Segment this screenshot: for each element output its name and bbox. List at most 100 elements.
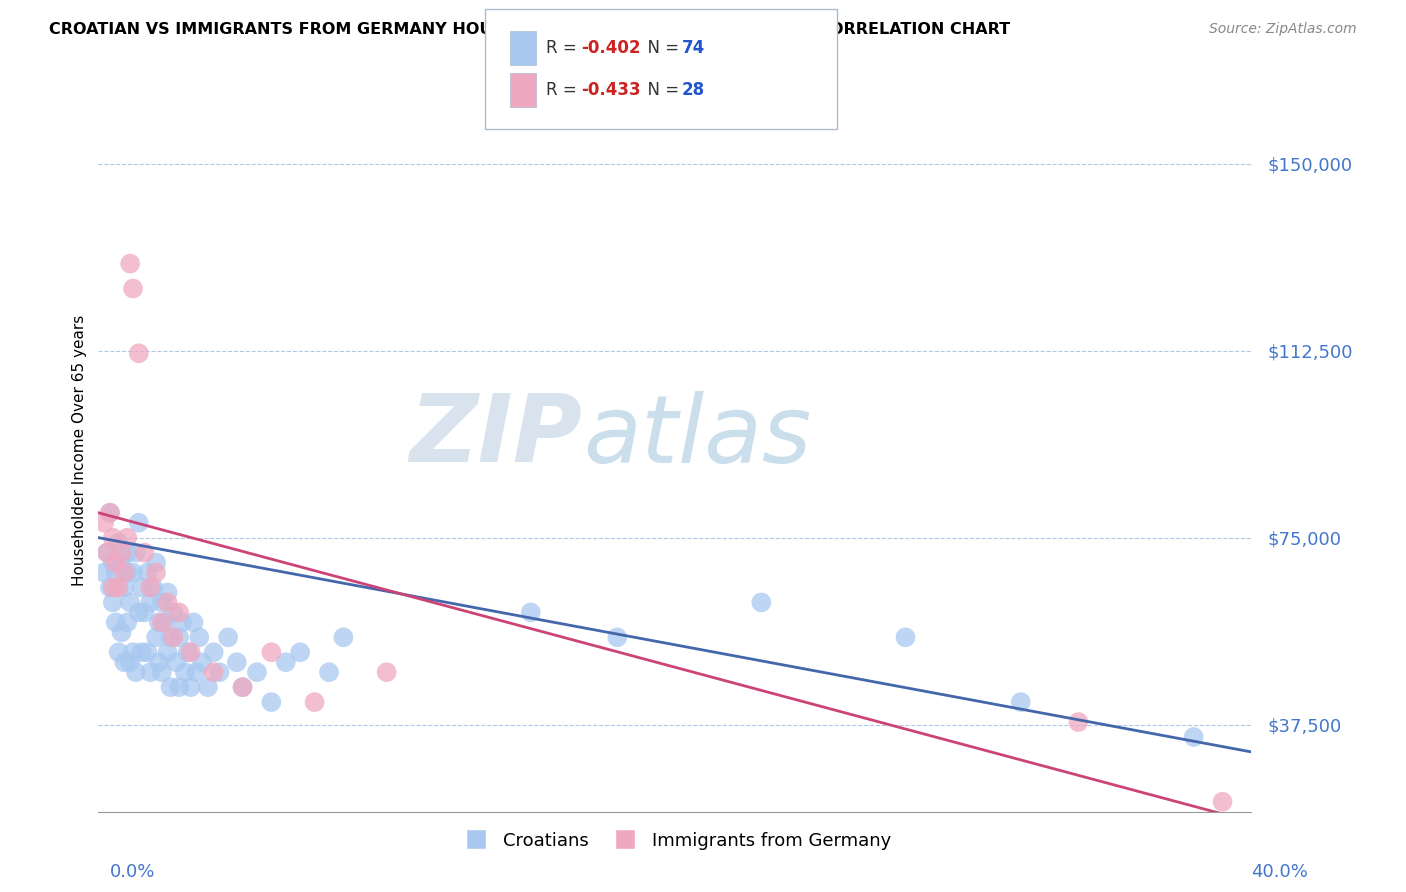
Point: [117, 531, 139, 545]
Point: [162, 606, 184, 620]
Point: [145, 566, 167, 580]
Point: [120, 257, 142, 271]
Point: [318, 665, 340, 680]
Point: [107, 535, 129, 549]
Point: [1010, 695, 1032, 709]
Point: [131, 581, 153, 595]
Point: [197, 680, 219, 694]
Point: [104, 566, 127, 580]
Point: [145, 556, 167, 570]
Point: [98, 581, 121, 595]
Point: [148, 615, 170, 630]
Text: ZIP: ZIP: [409, 390, 582, 482]
Text: 28: 28: [682, 81, 704, 99]
Text: R =: R =: [546, 39, 582, 57]
Point: [167, 680, 190, 694]
Point: [894, 630, 917, 644]
Point: [98, 506, 121, 520]
Point: [107, 581, 129, 595]
Point: [101, 581, 124, 595]
Text: N =: N =: [637, 81, 685, 99]
Point: [290, 645, 312, 659]
Point: [145, 630, 167, 644]
Point: [122, 645, 145, 659]
Point: [128, 516, 150, 530]
Text: 0.0%: 0.0%: [110, 863, 155, 881]
Point: [159, 630, 181, 644]
Text: -0.433: -0.433: [581, 81, 640, 99]
Point: [104, 556, 127, 570]
Point: [122, 281, 145, 295]
Point: [260, 645, 283, 659]
Point: [1182, 730, 1205, 744]
Point: [150, 615, 173, 630]
Point: [156, 585, 179, 599]
Point: [606, 630, 628, 644]
Point: [180, 645, 202, 659]
Text: 40.0%: 40.0%: [1251, 863, 1308, 881]
Text: CROATIAN VS IMMIGRANTS FROM GERMANY HOUSEHOLDER INCOME OVER 65 YEARS CORRELATION: CROATIAN VS IMMIGRANTS FROM GERMANY HOUS…: [49, 22, 1011, 37]
Point: [225, 655, 247, 669]
Point: [96, 546, 118, 560]
Point: [150, 595, 173, 609]
Text: -0.402: -0.402: [581, 39, 640, 57]
Point: [96, 546, 118, 560]
Point: [186, 665, 208, 680]
Point: [120, 595, 142, 609]
Point: [231, 680, 254, 694]
Point: [139, 595, 162, 609]
Point: [107, 645, 129, 659]
Point: [122, 566, 145, 580]
Point: [120, 655, 142, 669]
Point: [153, 615, 176, 630]
Point: [112, 566, 135, 580]
Y-axis label: Householder Income Over 65 years: Householder Income Over 65 years: [72, 315, 87, 586]
Point: [231, 680, 254, 694]
Point: [131, 645, 153, 659]
Point: [162, 630, 184, 644]
Text: atlas: atlas: [582, 391, 811, 482]
Legend: Croatians, Immigrants from Germany: Croatians, Immigrants from Germany: [451, 824, 898, 857]
Point: [101, 556, 124, 570]
Point: [98, 506, 121, 520]
Point: [520, 606, 543, 620]
Point: [134, 546, 156, 560]
Point: [117, 615, 139, 630]
Point: [180, 680, 202, 694]
Point: [202, 665, 225, 680]
Point: [217, 630, 239, 644]
Point: [101, 531, 124, 545]
Point: [183, 615, 205, 630]
Point: [136, 566, 159, 580]
Point: [156, 595, 179, 609]
Point: [156, 645, 179, 659]
Point: [167, 630, 190, 644]
Point: [332, 630, 354, 644]
Point: [128, 346, 150, 360]
Point: [167, 606, 190, 620]
Point: [159, 680, 181, 694]
Point: [125, 665, 148, 680]
Point: [188, 630, 211, 644]
Point: [110, 546, 132, 560]
Point: [93, 566, 115, 580]
Text: R =: R =: [546, 81, 582, 99]
Point: [165, 655, 187, 669]
Point: [104, 615, 127, 630]
Point: [142, 581, 165, 595]
Point: [375, 665, 398, 680]
Point: [150, 665, 173, 680]
Point: [110, 556, 132, 570]
Point: [117, 566, 139, 580]
Point: [304, 695, 326, 709]
Point: [148, 655, 170, 669]
Point: [274, 655, 297, 669]
Text: N =: N =: [637, 39, 685, 57]
Point: [101, 595, 124, 609]
Point: [139, 581, 162, 595]
Text: 74: 74: [682, 39, 706, 57]
Point: [1067, 714, 1090, 729]
Point: [139, 665, 162, 680]
Point: [191, 655, 214, 669]
Point: [93, 516, 115, 530]
